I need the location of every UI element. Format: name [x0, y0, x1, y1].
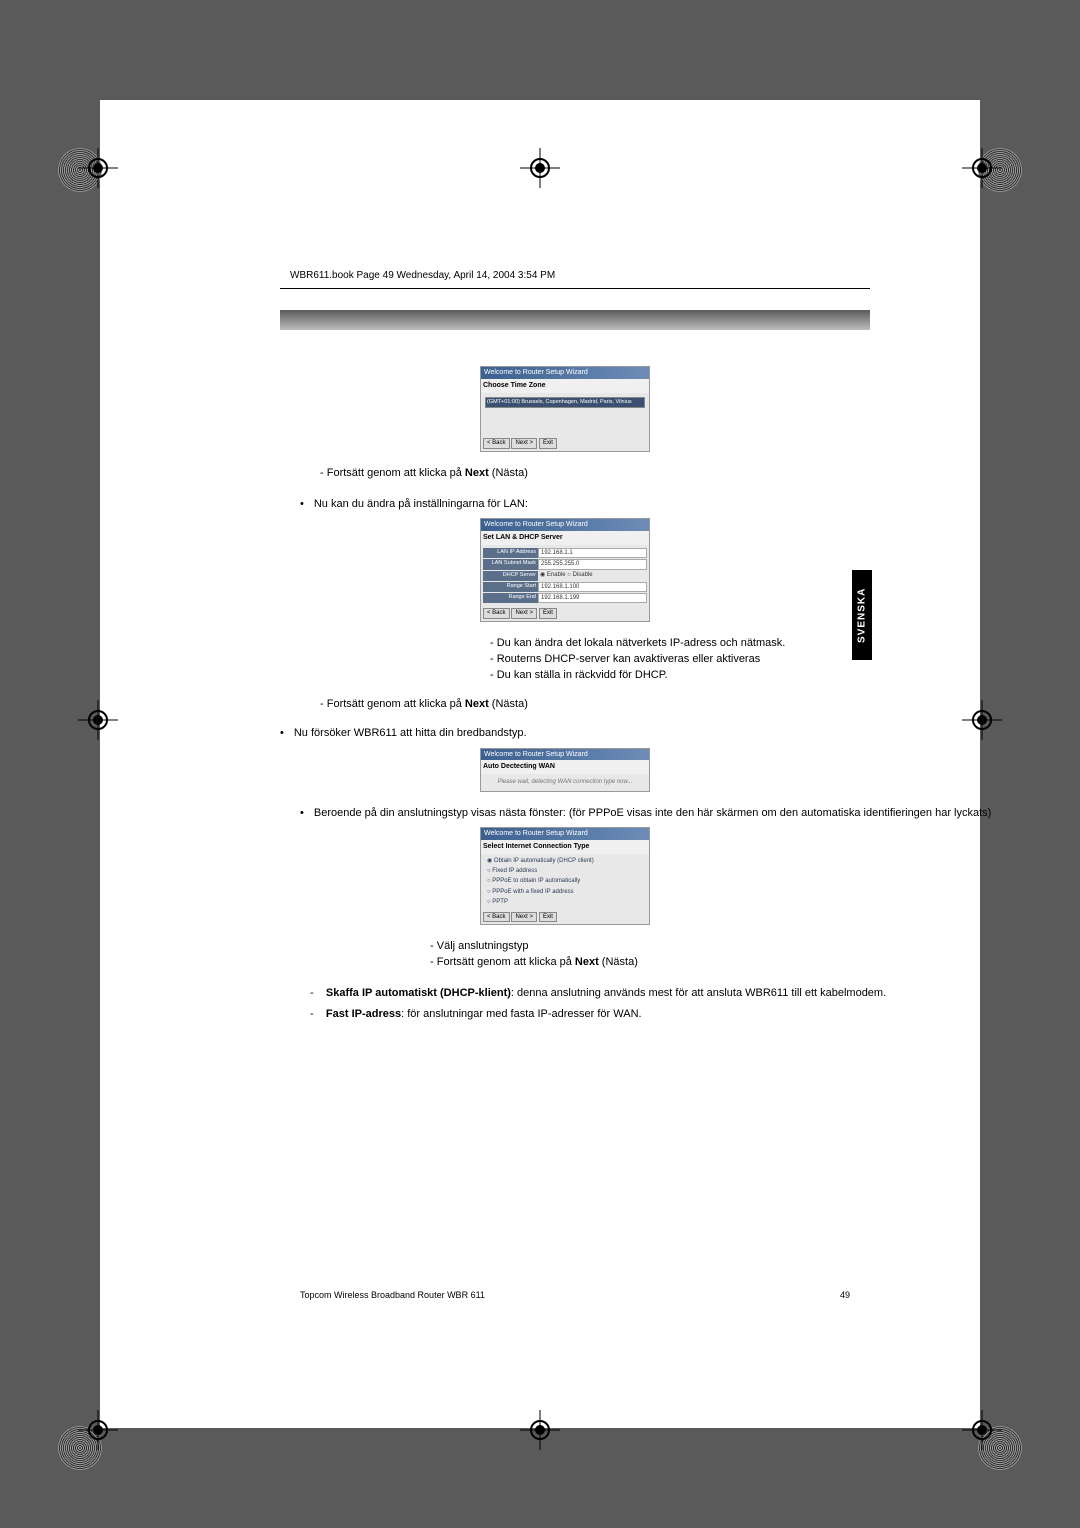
paragraph: Fast IP-adress: för anslutningar med fas… [310, 1007, 1060, 1022]
bullet-item: Nu kan du ändra på inställningarna för L… [300, 497, 1060, 512]
timezone-select[interactable]: (GMT+01:00) Brussels, Copenhagen, Madrid… [485, 397, 645, 409]
dhcp-radios[interactable]: ◉ Enable ○ Disable [538, 571, 647, 581]
exit-button[interactable]: Exit [539, 438, 557, 448]
document-page: WBR611.book Page 49 Wednesday, April 14,… [100, 100, 980, 1428]
form-row: LAN IP Address 192.168.1.1 [483, 548, 647, 558]
wizard-subtitle: Set LAN & DHCP Server [481, 531, 649, 545]
wizard-body: (GMT+01:00) Brussels, Copenhagen, Madrid… [481, 393, 649, 437]
radio-dhcp[interactable]: ◉ Obtain IP automatically (DHCP client) [483, 856, 647, 866]
bullet-item: Beroende på din anslutningstyp visas näs… [300, 806, 1060, 821]
back-button[interactable]: < Back [483, 608, 510, 618]
radio-pptp[interactable]: ○ PPTP [483, 897, 647, 907]
next-button[interactable]: Next > [511, 608, 537, 618]
text-line: Du kan ändra det lokala nätverkets IP-ad… [490, 636, 1060, 651]
back-button[interactable]: < Back [483, 912, 510, 922]
wizard-lan-dhcp: Welcome to Router Setup Wizard Set LAN &… [480, 518, 650, 621]
crop-mark-icon [520, 148, 560, 188]
framemaker-header: WBR611.book Page 49 Wednesday, April 14,… [290, 270, 555, 281]
label-lan-ip: LAN IP Address [483, 548, 538, 558]
wizard-footer: < Back Next > Exit [481, 436, 649, 450]
label-dhcp: DHCP Server [483, 571, 538, 581]
wizard-title: Welcome to Router Setup Wizard [481, 519, 649, 531]
label-subnet: LAN Subnet Mask [483, 559, 538, 569]
input-range-start[interactable]: 192.168.1.100 [538, 582, 647, 592]
wizard-body: ◉ Obtain IP automatically (DHCP client) … [481, 854, 649, 910]
wizard-footer: < Back Next > Exit [481, 606, 649, 620]
crop-mark-icon [78, 1410, 118, 1450]
radio-pppoe-fixed[interactable]: ○ PPPoE with a fixed IP address [483, 887, 647, 897]
form-row: LAN Subnet Mask 255.255.255.0 [483, 559, 647, 569]
input-subnet[interactable]: 255.255.255.0 [538, 559, 647, 569]
crop-mark-icon [520, 1410, 560, 1450]
wizard-subtitle: Auto Dectecting WAN [481, 760, 649, 774]
main-content: Welcome to Router Setup Wizard Choose Ti… [280, 360, 1060, 1029]
text-line: Fortsätt genom att klicka på Next (Nästa… [320, 466, 1060, 481]
text-line: Routerns DHCP-server kan avaktiveras ell… [490, 652, 1060, 667]
wizard-title: Welcome to Router Setup Wizard [481, 828, 649, 840]
wizard-title: Welcome to Router Setup Wizard [481, 367, 649, 379]
wizard-subtitle: Select Internet Connection Type [481, 840, 649, 854]
radio-pppoe-auto[interactable]: ○ PPPoE to obtain IP automatically [483, 876, 647, 886]
bullet-item: Nu försöker WBR611 att hitta din bredban… [280, 726, 1060, 741]
paragraph: Skaffa IP automatiskt (DHCP-klient): den… [310, 986, 1060, 1001]
wizard-conn-type: Welcome to Router Setup Wizard Select In… [480, 827, 650, 925]
crop-mark-icon [78, 148, 118, 188]
wizard-body: LAN IP Address 192.168.1.1 LAN Subnet Ma… [481, 545, 649, 606]
crop-mark-icon [962, 700, 1002, 740]
next-button[interactable]: Next > [511, 438, 537, 448]
crop-mark-icon [78, 700, 118, 740]
wizard-autodetect: Welcome to Router Setup Wizard Auto Dect… [480, 748, 650, 792]
next-button[interactable]: Next > [511, 912, 537, 922]
text-line: Fortsätt genom att klicka på Next (Nästa… [320, 697, 1060, 712]
wizard-footer: < Back Next > Exit [481, 910, 649, 924]
wizard-subtitle: Choose Time Zone [481, 379, 649, 393]
gradient-bar [280, 310, 870, 330]
header-rule [280, 288, 870, 289]
radio-fixed[interactable]: ○ Fixed IP address [483, 866, 647, 876]
text-line: Fortsätt genom att klicka på Next (Nästa… [430, 955, 1060, 970]
input-range-end[interactable]: 192.168.1.199 [538, 593, 647, 603]
back-button[interactable]: < Back [483, 438, 510, 448]
label-range-end: Range End [483, 593, 538, 603]
text-line: Välj anslutningstyp [430, 939, 1060, 954]
label-range-start: Range Start [483, 582, 538, 592]
form-row: Range Start 192.168.1.100 [483, 582, 647, 592]
exit-button[interactable]: Exit [539, 608, 557, 618]
exit-button[interactable]: Exit [539, 912, 557, 922]
wizard-body: Please wait, detecting WAN connection ty… [481, 774, 649, 790]
text-line: Du kan ställa in räckvidd för DHCP. [490, 668, 1060, 683]
input-lan-ip[interactable]: 192.168.1.1 [538, 548, 647, 558]
form-row: Range End 192.168.1.199 [483, 593, 647, 603]
form-row: DHCP Server ◉ Enable ○ Disable [483, 571, 647, 581]
crop-mark-icon [962, 148, 1002, 188]
page-number: 49 [840, 1290, 850, 1300]
wizard-title: Welcome to Router Setup Wizard [481, 749, 649, 761]
wizard-timezone: Welcome to Router Setup Wizard Choose Ti… [480, 366, 650, 452]
crop-mark-icon [962, 1410, 1002, 1450]
footer-product: Topcom Wireless Broadband Router WBR 611 [300, 1290, 485, 1300]
